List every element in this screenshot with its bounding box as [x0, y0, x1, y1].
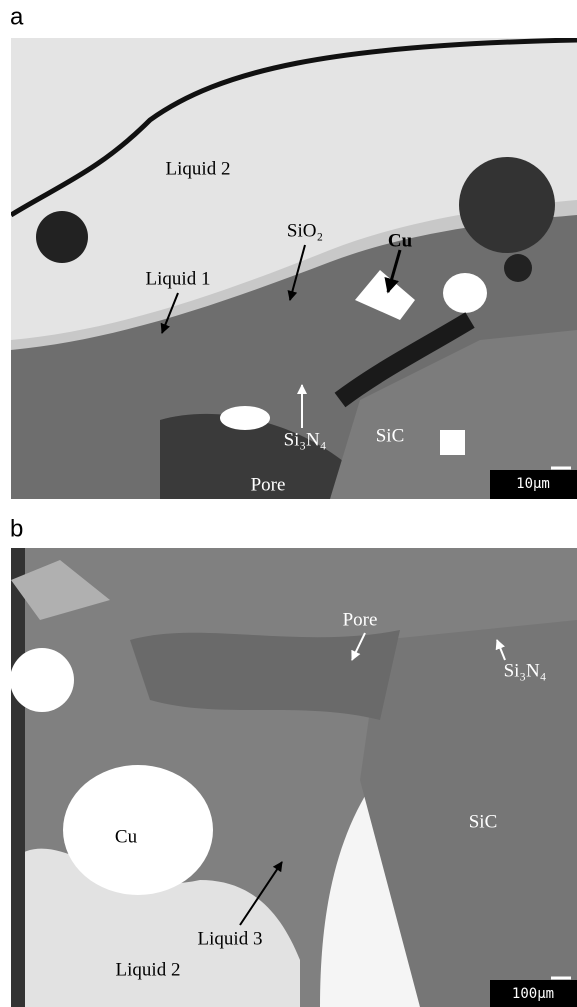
label: Liquid 2 [166, 158, 231, 179]
scale-bar: 10μm [516, 476, 550, 492]
micrograph-b [10, 548, 577, 1007]
figure: a Liquid 2 SiO₂ Cu Liquid 1 Si₃N₄ SiC Po… [0, 0, 577, 1007]
label: Si₃N₄ [284, 429, 327, 450]
label: SiC [376, 425, 405, 446]
label: Pore [251, 474, 286, 495]
label: Pore [343, 609, 378, 630]
label: Cu [388, 230, 413, 251]
label: Si₃N₄ [504, 660, 547, 681]
scale-bar: 100μm [512, 986, 554, 1002]
label: Liquid 3 [198, 928, 263, 949]
label: Cu [115, 826, 138, 847]
panel-letter: a [10, 3, 24, 30]
label: SiC [469, 811, 498, 832]
panel-letter: b [10, 515, 23, 542]
label: SiO₂ [287, 220, 323, 241]
label: Liquid 1 [146, 268, 211, 289]
label: Liquid 2 [116, 959, 181, 980]
